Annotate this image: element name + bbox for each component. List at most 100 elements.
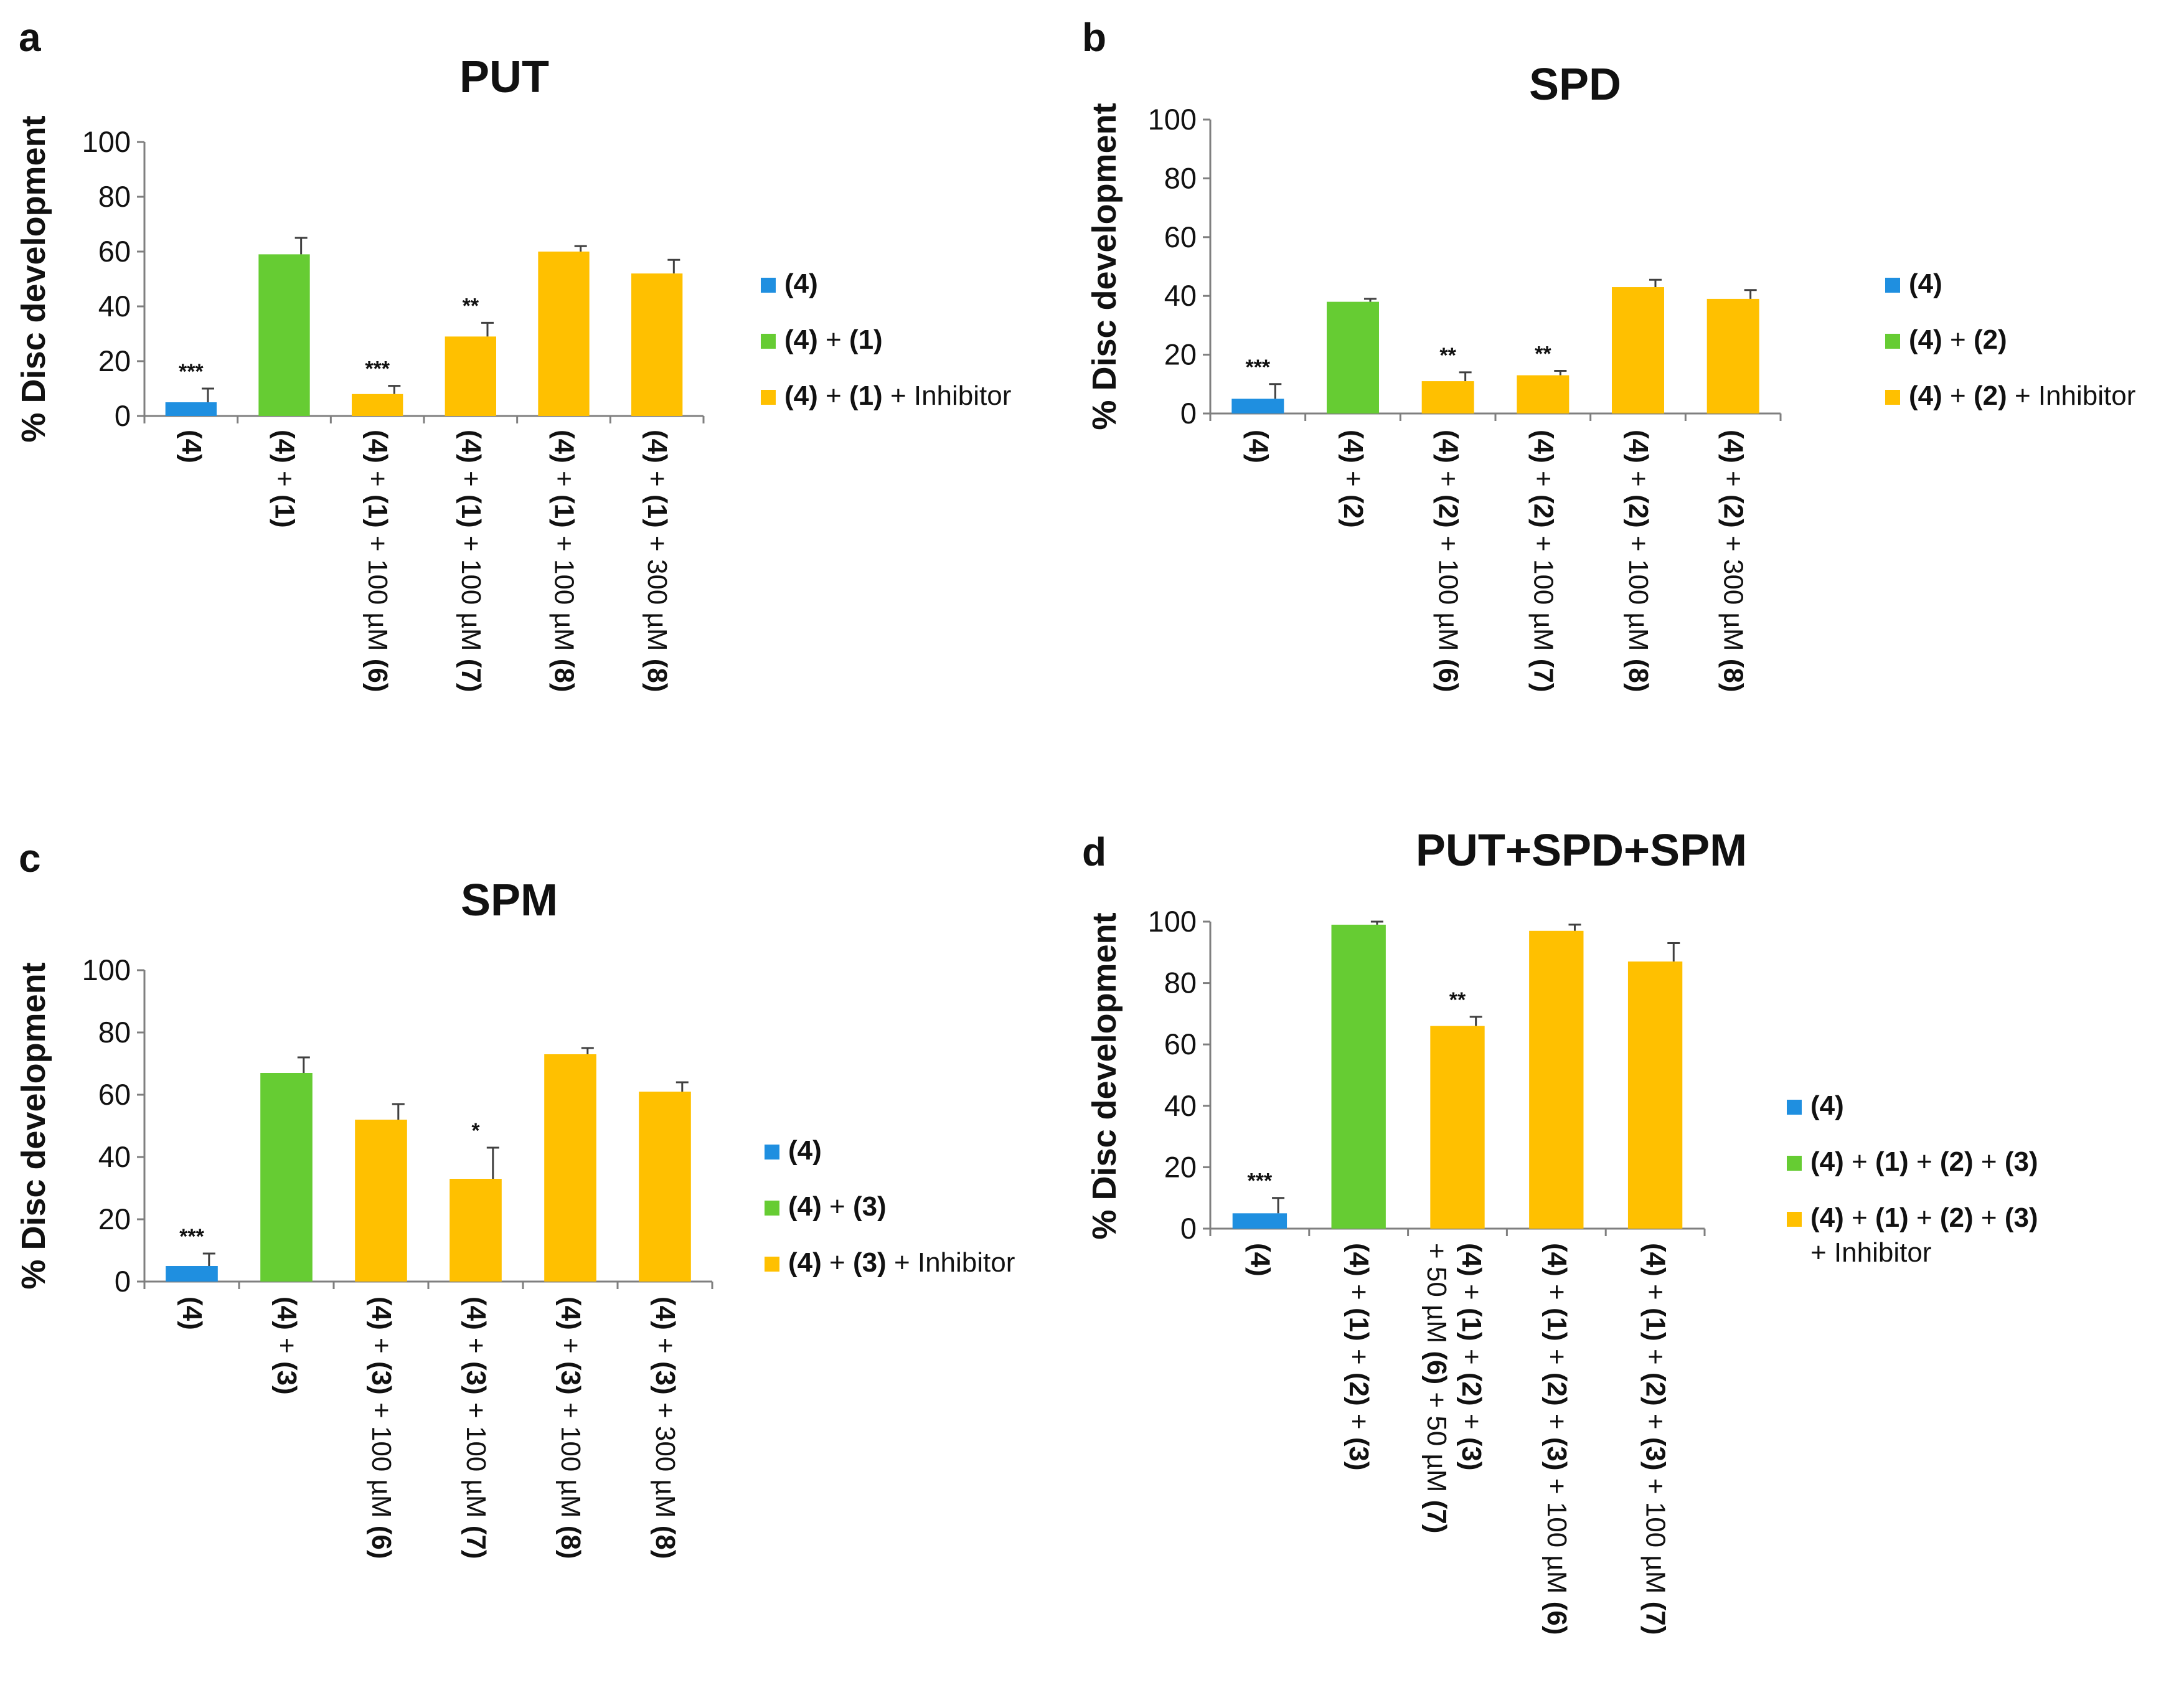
panel-c: c SPM % Disc development 0 20 40 60 80 100 *** (4)… [15, 836, 1015, 1559]
panel-c-bar [544, 1054, 596, 1282]
panel-b-bar [1421, 381, 1474, 413]
panel-c-bar [639, 1092, 691, 1282]
panel-a-title: PUT [459, 52, 549, 102]
svg-text:(4) + (1): (4) + (1) [270, 430, 300, 528]
panel-a-legend-label: (4) + (1) [784, 324, 883, 355]
panel-b-significance: ** [1535, 342, 1551, 366]
panel-d-xtick-label: (4) [1245, 1243, 1275, 1277]
panel-d-ylabel: % Disc development [1086, 912, 1123, 1239]
panel-b-bar [1327, 301, 1379, 413]
panel-a-xtick-label: (4) + (1) [270, 430, 300, 528]
panel-d-bar [1529, 930, 1584, 1229]
panel-c-title: SPM [461, 876, 558, 925]
panel-b-ytick-label: 20 [1164, 338, 1197, 371]
panel-a-ylabel: % Disc development [15, 115, 52, 442]
panel-b-significance: ** [1439, 344, 1456, 367]
panel-d-bar [1331, 924, 1386, 1229]
panel-a-xtick-label: (4) [176, 430, 207, 463]
panel-a-significance: *** [365, 357, 390, 381]
panel-a-bar [352, 394, 403, 416]
panel-a-legend-swatch [761, 278, 776, 293]
svg-text:+ 50 µM (6) + 50 µM (7): + 50 µM (6) + 50 µM (7) [1421, 1243, 1452, 1533]
svg-text:(4): (4) [1243, 430, 1273, 463]
panel-d-ytick-label: 0 [1180, 1212, 1197, 1245]
panel-b-xtick-label: (4) + (2) [1338, 430, 1368, 528]
panel-c-legend-label: (4) [788, 1135, 822, 1166]
panel-c-xtick-label: (4) [177, 1296, 207, 1330]
panel-d-ytick-label: 40 [1164, 1089, 1197, 1122]
panel-a-ytick-label: 0 [115, 399, 131, 432]
panel-a-legend-swatch [761, 390, 776, 405]
panel-b-bar [1517, 375, 1570, 413]
panel-b-ylabel: % Disc development [1086, 103, 1123, 430]
panel-a-xtick-label: (4) + (1) + 100 µM (7) [456, 430, 486, 692]
panel-c-legend: (4) (4) + (3) (4) + (3) + Inhibitor [765, 1135, 1015, 1278]
panel-c-letter: c [19, 836, 41, 881]
panel-a-xtick-label: (4) + (1) + 100 µM (8) [549, 430, 580, 692]
svg-text:(4) + (1) + 300 µM (8): (4) + (1) + 300 µM (8) [642, 430, 672, 692]
panel-a-legend-label: (4) [784, 268, 818, 299]
panel-d-legend: (4) (4) + (1) + (2) + (3) (4) + (1) + (2) … [1787, 1090, 2038, 1268]
panel-d-title: PUT+SPD+SPM [1416, 826, 1747, 876]
panel-c-significance: *** [179, 1225, 204, 1249]
panel-d-legend-swatch [1787, 1212, 1802, 1227]
svg-text:(4): (4) [176, 430, 207, 463]
panel-c-legend-swatch [765, 1201, 779, 1216]
panel-c-ytick-label: 80 [98, 1016, 131, 1049]
panel-c-significance: * [471, 1119, 480, 1143]
panel-a-ytick-label: 100 [82, 125, 131, 158]
panel-b-ytick-label: 0 [1180, 397, 1197, 430]
panel-c-xtick-label: (4) + (3) + 100 µM (8) [555, 1296, 586, 1559]
panel-b-xtick-label: (4) [1243, 430, 1273, 463]
panel-b-xtick-label: (4) + (2) + 100 µM (6) [1433, 430, 1464, 692]
panel-a-ytick-label: 40 [98, 290, 131, 323]
panel-a-xtick-label: (4) + (1) + 300 µM (8) [642, 430, 672, 692]
panel-a-bar [538, 252, 590, 416]
panel-d-ytick-label: 20 [1164, 1150, 1197, 1183]
panel-c-legend-swatch [765, 1145, 779, 1159]
panel-d-xtick-label: (4) + (1) + (2) + (3)+ 50 µM (6) + 50 µM… [1421, 1243, 1487, 1533]
panel-a: a PUT % Disc development 0 20 40 60 80 100 *** (4)… [15, 15, 1011, 692]
panel-c-ytick-label: 0 [115, 1265, 131, 1298]
panel-b-xtick-label: (4) + (2) + 100 µM (8) [1623, 430, 1654, 692]
svg-text:(4) + (1) + (2) + (3) + 100 µM: (4) + (1) + (2) + (3) + 100 µM (6) [1542, 1243, 1572, 1635]
panel-b-ytick-label: 40 [1164, 279, 1197, 312]
svg-text:+ Inhibitor: + Inhibitor [1810, 1237, 1931, 1268]
panel-c-bar [450, 1179, 502, 1282]
panel-c-ytick-label: 100 [82, 953, 131, 986]
panel-a-bar [445, 336, 496, 416]
panel-a-bar [258, 254, 310, 416]
panel-d-legend-label: (4) + (1) + (2) + (3) [1810, 1202, 2038, 1233]
svg-text:(4) + (3) + 300 µM (8): (4) + (3) + 300 µM (8) [650, 1296, 680, 1559]
svg-text:(4) + (3) + 100 µM (8): (4) + (3) + 100 µM (8) [555, 1296, 586, 1559]
panel-d-xtick-label: (4) + (1) + (2) + (3) + 100 µM (6) [1542, 1243, 1572, 1635]
panel-b-legend-label: (4) + (2) [1909, 324, 2007, 355]
panel-d-bar [1627, 961, 1683, 1229]
panel-c-ytick-label: 40 [98, 1140, 131, 1173]
panel-d-legend-swatch [1787, 1156, 1802, 1171]
panel-b-letter: b [1082, 15, 1106, 60]
panel-d-xtick-label: (4) + (1) + (2) + (3) [1344, 1243, 1374, 1471]
panel-b-legend-swatch [1885, 334, 1900, 349]
panel-b-legend: (4) (4) + (2) (4) + (2) + Inhibitor [1885, 268, 2135, 411]
panel-a-ytick-label: 60 [98, 235, 131, 268]
panel-a-significance: *** [179, 360, 204, 384]
panel-b-legend-label: (4) + (2) + Inhibitor [1909, 380, 2135, 411]
panel-a-letter: a [19, 15, 41, 60]
panel-c-xtick-label: (4) + (3) + 300 µM (8) [650, 1296, 680, 1559]
svg-text:(4) + (1) + 100 µM (6): (4) + (1) + 100 µM (6) [362, 430, 393, 692]
svg-text:(4): (4) [1245, 1243, 1275, 1277]
panel-a-legend-swatch [761, 334, 776, 349]
panel-d-bar [1430, 1026, 1485, 1229]
panel-b-bar [1706, 298, 1759, 413]
panel-c-xtick-label: (4) + (3) [271, 1296, 302, 1395]
panel-c-xtick-label: (4) + (3) + 100 µM (6) [366, 1296, 397, 1559]
panel-a-significance: ** [463, 294, 479, 318]
panel-b-title: SPD [1529, 60, 1621, 110]
panel-c-legend-label: (4) + (3) + Inhibitor [788, 1247, 1015, 1278]
panel-d-ytick-label: 60 [1164, 1027, 1197, 1060]
panel-a-bar [165, 402, 217, 416]
panel-c-bar [166, 1266, 218, 1282]
svg-text:(4) + (3): (4) + (3) [271, 1296, 302, 1395]
